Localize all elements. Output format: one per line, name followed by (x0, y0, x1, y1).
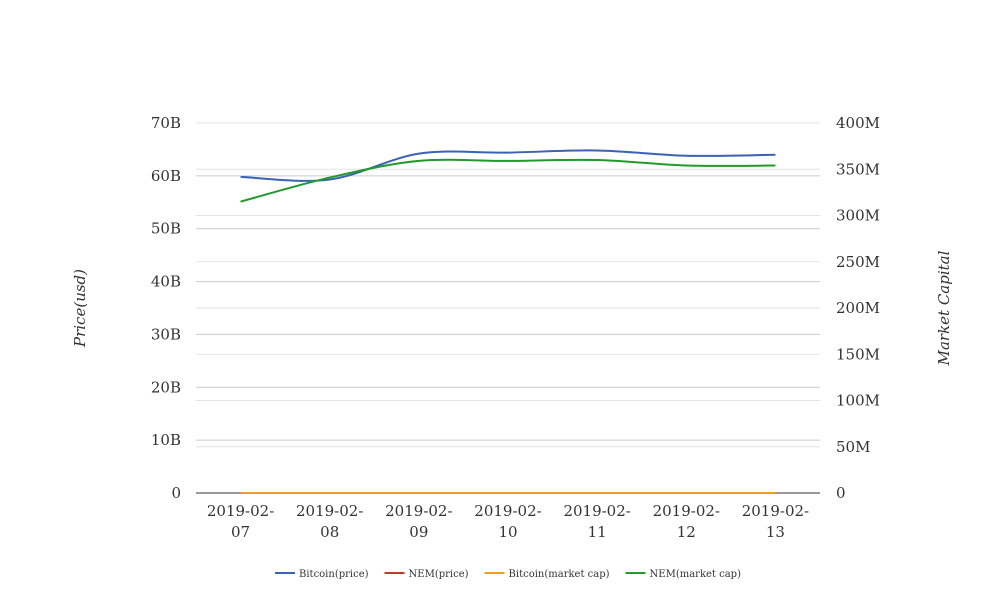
legend-label-nem-price: NEM(price) (409, 569, 469, 580)
y-tick-label-right: 250M (836, 253, 880, 271)
legend-label-bitcoin-market-cap: Bitcoin(market cap) (509, 569, 610, 580)
y-axis-title-left: Price(usd) (71, 269, 89, 348)
y-tick-label-left: 50B (151, 220, 181, 238)
x-tick-label: 2019-02-08 (296, 502, 363, 541)
y-tick-label-left: 20B (151, 378, 181, 396)
y-tick-label-left: 0 (171, 484, 181, 502)
y-tick-label-left: 10B (151, 431, 181, 449)
y-tick-label-right: 300M (836, 207, 880, 225)
y-tick-label-right: 150M (836, 345, 880, 363)
y-tick-label-right: 0 (836, 484, 846, 502)
grid-layer (196, 122, 820, 448)
series-line-bitcoin-price (240, 149, 776, 182)
y-axis-title-right: Market Capital (935, 250, 953, 366)
y-tick-label-left: 70B (151, 114, 181, 132)
x-tick-label: 2019-02-10 (474, 502, 541, 541)
legend-layer: Bitcoin(price) NEM(price) Bitcoin(market c… (275, 569, 741, 580)
series-layer (240, 149, 776, 495)
y-tick-label-right: 400M (836, 114, 880, 132)
y-tick-label-left: 40B (151, 273, 181, 291)
x-tick-label: 2019-02-11 (563, 502, 630, 541)
x-tick-label: 2019-02-09 (385, 502, 452, 541)
legend-label-nem-market-cap: NEM(market cap) (650, 569, 742, 580)
y-tick-label-right: 200M (836, 299, 880, 317)
x-tick-label: 2019-02-13 (742, 502, 809, 541)
x-tick-label: 2019-02-07 (207, 502, 274, 541)
legend-label-bitcoin-price: Bitcoin(price) (299, 569, 369, 580)
y-tick-label-right: 50M (836, 438, 870, 456)
y-tick-label-right: 350M (836, 160, 880, 178)
x-tick-label: 2019-02-12 (653, 502, 720, 541)
y-tick-label-left: 30B (151, 325, 181, 343)
y-tick-label-left: 60B (151, 167, 181, 185)
y-tick-label-right: 100M (836, 392, 880, 410)
series-line-nem-market-cap (240, 158, 776, 203)
